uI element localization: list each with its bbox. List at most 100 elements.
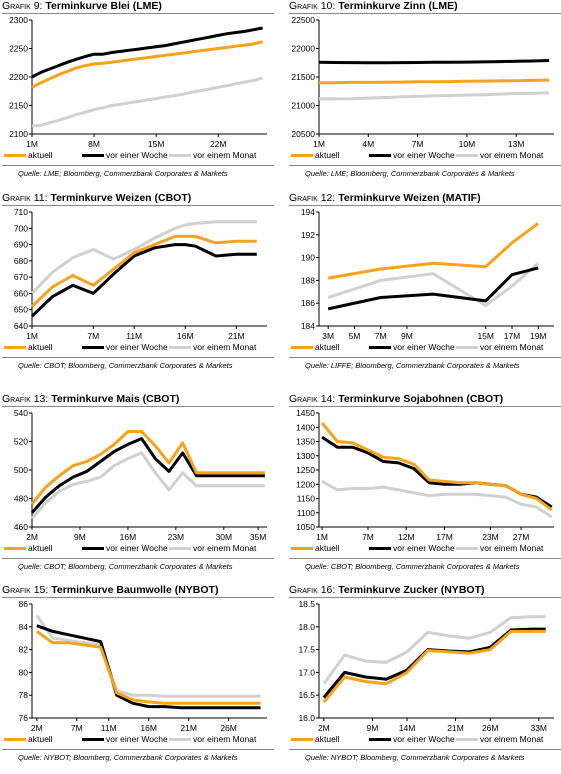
y-tick-label: 16.5: [298, 690, 315, 700]
legend-item: vor einer Woche: [82, 543, 168, 553]
y-tick-label: 16.0: [298, 713, 315, 723]
legend-swatch: [456, 738, 478, 742]
legend-item: vor einer Woche: [369, 734, 455, 744]
legend-label: aktuell: [315, 150, 340, 160]
legend-item: vor einer Woche: [82, 734, 168, 744]
legend-item: vor einer Woche: [369, 342, 455, 352]
legend-swatch: [456, 154, 478, 158]
source-note: Quelle: CBOT; Bloomberg, Commerzbank Cor…: [18, 361, 233, 370]
series-line-1: [30, 243, 257, 318]
x-tick-label: 21M: [180, 723, 197, 733]
series-line-1: [321, 435, 553, 509]
x-tick-label: 19M: [530, 331, 547, 341]
legend-swatch: [4, 346, 26, 350]
legend-label: vor einem Monat: [193, 734, 257, 744]
legend-swatch: [291, 738, 313, 742]
y-tick-label: 670: [14, 272, 28, 282]
legend: aktuell vor einer Woche vor einem Monat: [291, 543, 561, 555]
title-divider: [2, 13, 274, 14]
legend-label: aktuell: [28, 543, 53, 553]
legend-label: vor einer Woche: [106, 342, 168, 352]
chart-panel-baumwolle: Grafik 15: Terminkurve Baumwolle (NYBOT)…: [2, 584, 274, 774]
x-tick-label: 8M: [88, 139, 100, 149]
chart-panel-weizen-matif: Grafik 12: Terminkurve Weizen (MATIF) 18…: [289, 192, 561, 382]
legend-item: aktuell: [4, 543, 53, 553]
y-tick-label: 192: [301, 230, 315, 240]
series-line-1: [322, 627, 546, 699]
legend-swatch: [4, 738, 26, 742]
legend-label: aktuell: [28, 734, 53, 744]
chart-panel-zucker: Grafik 16: Terminkurve Zucker (NYBOT) 16…: [289, 584, 561, 774]
legend-item: vor einer Woche: [82, 150, 168, 160]
title-divider: [2, 597, 274, 598]
legend-item: aktuell: [291, 150, 340, 160]
x-tick-label: 10M: [459, 139, 476, 149]
y-tick-label: 640: [14, 321, 28, 331]
x-tick-label: 17M: [436, 532, 453, 542]
series-line-0: [31, 40, 263, 89]
y-tick-label: 17.0: [298, 667, 315, 677]
series-line-2: [321, 480, 553, 519]
x-tick-label: 3M: [322, 331, 334, 341]
x-tick-label: 13M: [508, 139, 525, 149]
y-tick-label: 2100: [9, 129, 28, 139]
series-line-1: [30, 437, 265, 514]
x-tick-label: 2M: [318, 723, 330, 733]
legend-label: aktuell: [315, 543, 340, 553]
legend-swatch: [169, 154, 191, 158]
y-tick-label: 1050: [296, 522, 315, 532]
y-tick-label: 1150: [297, 494, 316, 504]
title-divider: [289, 597, 561, 598]
legend-label: vor einer Woche: [393, 734, 455, 744]
chart-title: Grafik 15: Terminkurve Baumwolle (NYBOT): [2, 584, 219, 596]
y-tick-label: 700: [14, 223, 28, 233]
title-divider: [289, 406, 561, 407]
legend-swatch: [291, 547, 313, 551]
legend-label: aktuell: [28, 150, 53, 160]
chart-title: Grafik 11: Terminkurve Weizen (CBOT): [2, 192, 192, 204]
x-tick-label: 7M: [412, 139, 424, 149]
chart-title: Grafik 12: Terminkurve Weizen (MATIF): [289, 192, 481, 204]
legend-item: vor einer Woche: [369, 150, 455, 160]
x-tick-label: 7M: [71, 723, 83, 733]
legend-label: vor einer Woche: [106, 734, 168, 744]
y-tick-label: 1300: [296, 451, 315, 461]
source-divider: [2, 558, 274, 559]
y-tick-label: 710: [14, 207, 28, 217]
y-tick-label: 520: [14, 437, 28, 447]
source-note: Quelle: NYBOT; Bloomberg, Commerzbank Co…: [18, 753, 238, 762]
series-line-2: [327, 262, 540, 307]
x-tick-label: 9M: [366, 723, 378, 733]
y-tick-label: 184: [301, 321, 315, 331]
y-tick-label: 1200: [296, 479, 315, 489]
legend-label: vor einem Monat: [480, 342, 544, 352]
line-chart: 76 78 80 82 84 86 2M 7M 11M 16M 21M 26M: [19, 599, 267, 733]
chart-panel-zinn: Grafik 10: Terminkurve Zinn (LME) 20500 2…: [289, 0, 561, 190]
series-line-1: [318, 59, 550, 65]
x-tick-label: 15M: [148, 139, 165, 149]
title-divider: [289, 205, 561, 206]
chart-title: Grafik 9: Terminkurve Blei (LME): [2, 0, 162, 12]
y-tick-label: 190: [301, 253, 315, 263]
source-divider: [289, 357, 561, 358]
x-tick-label: 14M: [399, 723, 416, 733]
legend-label: vor einer Woche: [393, 342, 455, 352]
chart-title: Grafik 16: Terminkurve Zucker (NYBOT): [289, 584, 485, 596]
legend-swatch: [82, 154, 104, 158]
source-note: Quelle: LME; Bloomberg, Commerzbank Corp…: [18, 169, 228, 178]
x-tick-label: 17M: [504, 331, 521, 341]
x-tick-label: 26M: [482, 723, 499, 733]
legend-label: vor einem Monat: [480, 150, 544, 160]
y-tick-label: 22000: [291, 44, 315, 54]
y-tick-label: 188: [301, 275, 315, 285]
legend-label: vor einer Woche: [106, 543, 168, 553]
y-tick-label: 2200: [9, 72, 28, 82]
legend-swatch: [82, 738, 104, 742]
y-tick-label: 21000: [291, 101, 315, 111]
x-tick-label: 27M: [513, 532, 530, 542]
legend-item: vor einer Woche: [369, 543, 455, 553]
legend-item: vor einem Monat: [169, 543, 256, 553]
source-note: Quelle: LME; Bloomberg, Commerzbank Corp…: [305, 169, 515, 178]
legend-item: aktuell: [291, 342, 340, 352]
x-tick-label: 1M: [26, 331, 38, 341]
